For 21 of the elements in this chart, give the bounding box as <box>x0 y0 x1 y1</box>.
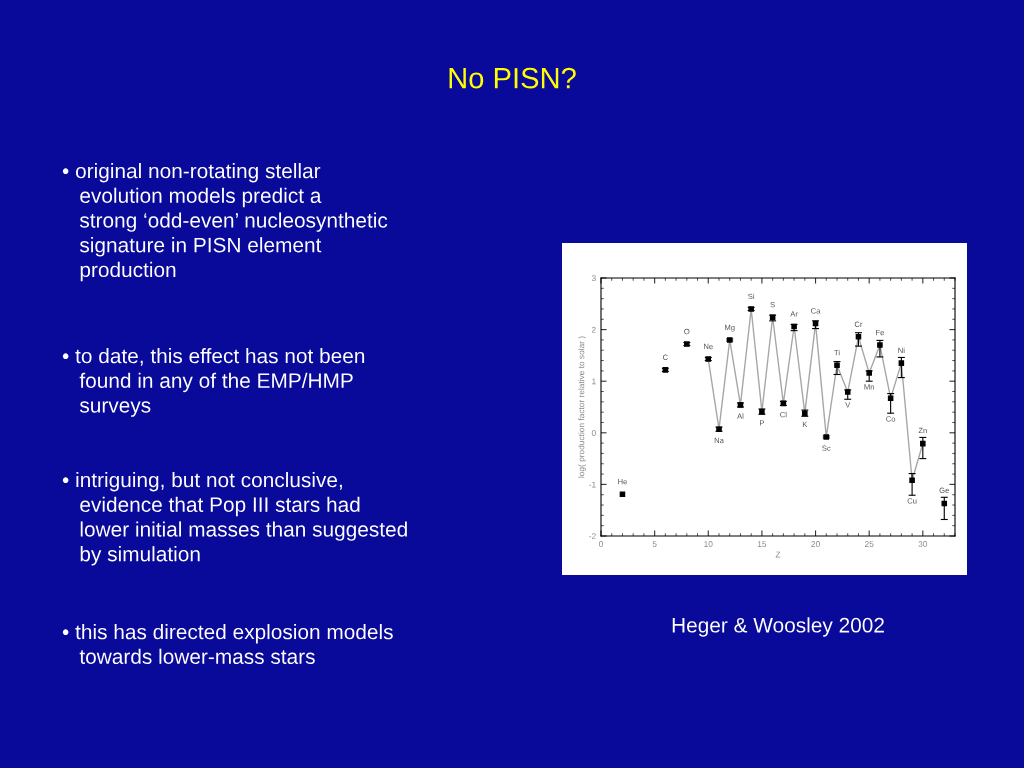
y-tick-label: 3 <box>591 275 596 282</box>
x-tick-label: 30 <box>918 541 928 547</box>
text: • original non-rotating stellar evolution models predict a strong ‘odd-even’ nucleosynthetic signature in PISN element production <box>62 163 388 282</box>
chart-title: No PISN? <box>449 67 576 89</box>
text: • intriguing, but not conclusive, evidence that Pop III stars had lower initial masses than suggested by simulation <box>62 472 407 566</box>
x-tick-label: 20 <box>811 541 820 547</box>
text: • this has directed explosion models towards lower-mass stars <box>62 624 393 665</box>
y-tick-label: 0 <box>591 430 596 436</box>
y-tick-label: 1 <box>592 378 596 385</box>
x-tick-label: 15 <box>757 541 767 547</box>
x-tick-label: 25 <box>864 541 874 547</box>
y-tick-label: -1 <box>589 481 596 488</box>
x-tick-label: 5 <box>652 541 657 547</box>
y-tick-label: 2 <box>591 326 596 333</box>
x-tick-label: 10 <box>704 541 713 547</box>
text: • to date, this effect has not been found in any of the EMP/HMP surveys <box>62 348 365 417</box>
x-tick-label: 0 <box>599 541 603 547</box>
y-axis-title: log( production factor relative to solar ) <box>578 336 586 478</box>
x-axis-title: Z <box>775 551 781 558</box>
text: Heger & Woosley 2002 <box>672 617 884 637</box>
y-tick-label: -2 <box>589 533 596 540</box>
